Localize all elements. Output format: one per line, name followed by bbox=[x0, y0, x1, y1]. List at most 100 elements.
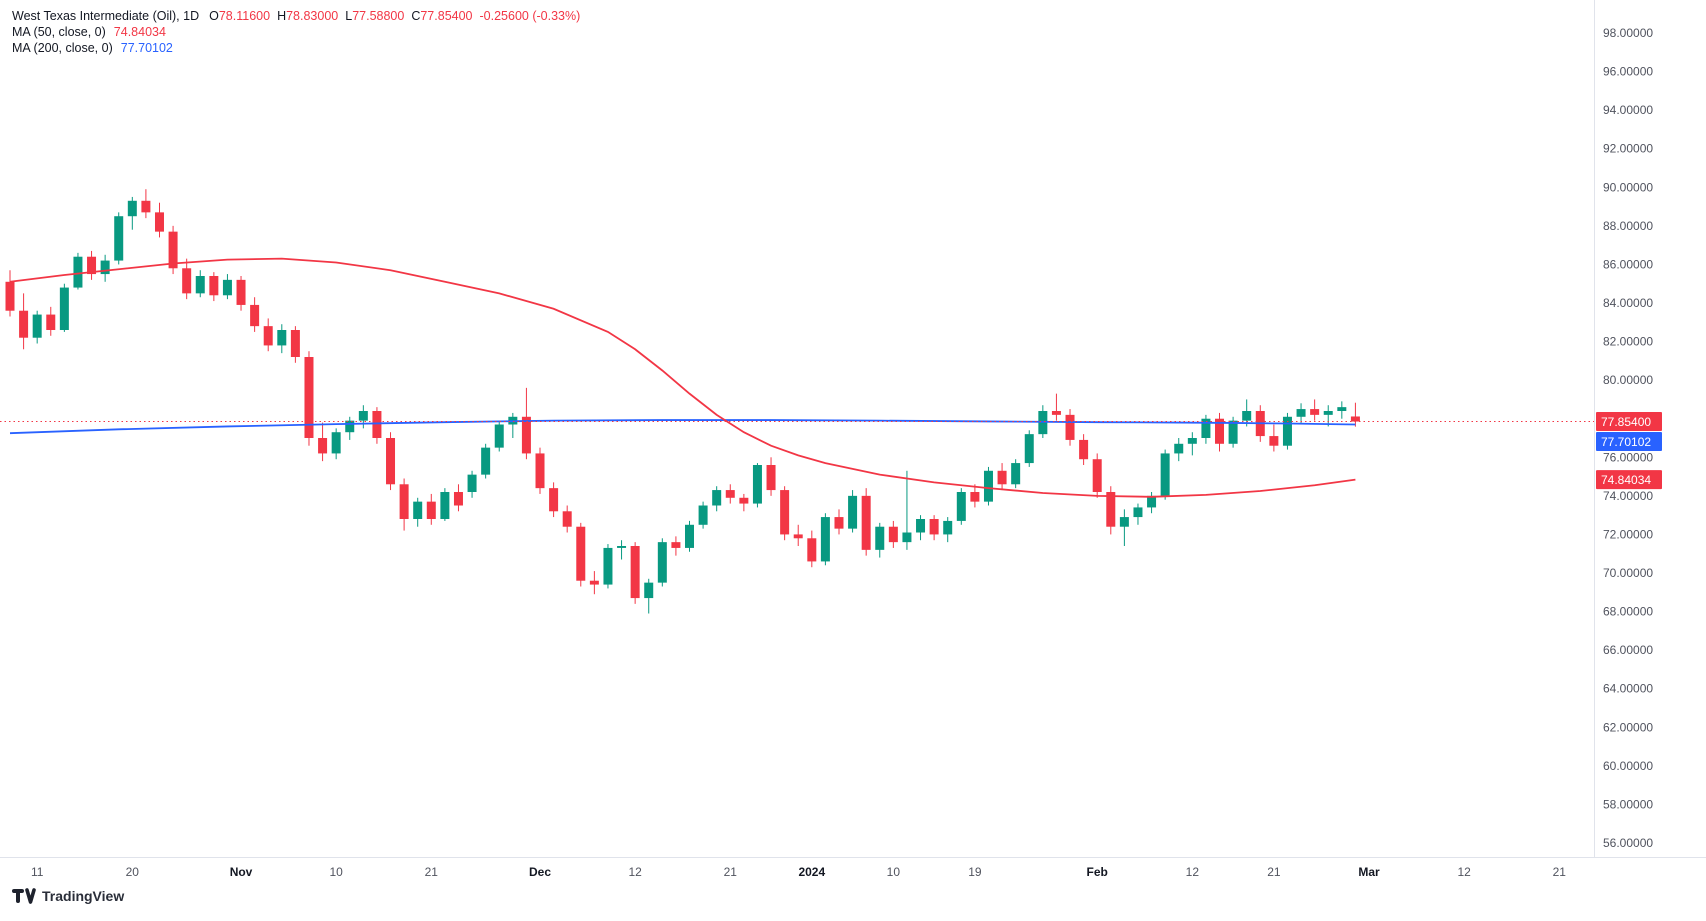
candle-body bbox=[1079, 439, 1089, 460]
candle-body bbox=[1201, 418, 1211, 438]
close-pair: C77.85400 bbox=[411, 9, 472, 24]
time-tick-label: 21 bbox=[1553, 865, 1567, 879]
candle-body bbox=[209, 276, 219, 296]
candle-body bbox=[195, 276, 205, 294]
symbol-legend-row[interactable]: West Texas Intermediate (Oil), 1D O78.11… bbox=[12, 9, 580, 24]
candle-body bbox=[712, 490, 722, 506]
ma50-label: MA (50, close, 0) bbox=[12, 25, 106, 39]
tradingview-logo[interactable]: TradingView bbox=[12, 888, 124, 904]
price-tick-label: 92.00000 bbox=[1603, 142, 1653, 156]
low-label: L bbox=[345, 9, 353, 23]
candle-body bbox=[73, 256, 83, 288]
candle-body bbox=[467, 474, 477, 492]
current-price-badge-text: 77.85400 bbox=[1601, 415, 1651, 429]
candle-body bbox=[834, 517, 844, 529]
candle-body bbox=[603, 547, 613, 585]
candle-body bbox=[481, 447, 491, 475]
price-axis[interactable]: 98.00000 96.00000 94.00000 92.00000 90.00000… bbox=[1603, 26, 1653, 850]
high-value: 78.83000 bbox=[286, 9, 339, 23]
candle-body bbox=[807, 538, 817, 562]
price-tick-label: 66.00000 bbox=[1603, 643, 1653, 657]
candle-body bbox=[1092, 459, 1102, 492]
candle-body bbox=[1350, 416, 1360, 422]
open-pair: O78.11600 bbox=[209, 9, 270, 24]
ma50-legend-row[interactable]: MA (50, close, 0) 74.84034 bbox=[12, 25, 580, 40]
candle-body bbox=[657, 542, 667, 583]
candle-body bbox=[698, 505, 708, 525]
ma200-price-badge-text: 77.70102 bbox=[1601, 435, 1651, 449]
candle-body bbox=[1187, 438, 1197, 444]
candle-body bbox=[1269, 436, 1279, 446]
candle-body bbox=[929, 519, 939, 535]
time-tick-label: 20 bbox=[126, 865, 140, 879]
candle-body bbox=[1024, 434, 1034, 464]
candle-body bbox=[780, 490, 790, 535]
price-tick-label: 64.00000 bbox=[1603, 682, 1653, 696]
candlestick-series bbox=[5, 189, 1360, 614]
candle-body bbox=[318, 438, 328, 454]
candle-body bbox=[263, 326, 273, 346]
candle-body bbox=[888, 526, 898, 543]
chart-legend: West Texas Intermediate (Oil), 1D O78.11… bbox=[12, 9, 580, 57]
candle-body bbox=[1228, 420, 1238, 444]
candle-body bbox=[453, 492, 463, 506]
candle-body bbox=[739, 497, 749, 504]
low-value: 77.58800 bbox=[352, 9, 405, 23]
ma200-legend-row[interactable]: MA (200, close, 0) 77.70102 bbox=[12, 41, 580, 56]
price-tick-label: 80.00000 bbox=[1603, 373, 1653, 387]
ma200-value: 77.70102 bbox=[120, 41, 173, 55]
candle-body bbox=[1310, 409, 1320, 415]
symbol-title[interactable]: West Texas Intermediate (Oil), 1D bbox=[12, 9, 200, 23]
candle-body bbox=[766, 465, 776, 491]
tradingview-logo-text: TradingView bbox=[42, 888, 125, 904]
price-tick-label: 74.00000 bbox=[1603, 489, 1653, 503]
candle-body bbox=[521, 416, 531, 454]
candle-body bbox=[1051, 411, 1061, 415]
close-value: 77.85400 bbox=[420, 9, 473, 23]
candle-body bbox=[127, 200, 137, 217]
candle-body bbox=[685, 524, 694, 548]
ma200-line bbox=[9, 419, 1356, 435]
time-axis[interactable]: 11 20 Nov 10 21 Dec 12 21 2024 10 19 Feb 12 21 Mar 12 21 bbox=[31, 865, 1566, 879]
candle-body bbox=[983, 470, 993, 502]
candle-body bbox=[1065, 414, 1075, 440]
candle-body bbox=[19, 310, 29, 338]
time-tick-label: 10 bbox=[887, 865, 901, 879]
price-tick-label: 96.00000 bbox=[1603, 65, 1653, 79]
ma50-value: 74.84034 bbox=[113, 25, 166, 39]
candle-body bbox=[1011, 463, 1021, 485]
candle-body bbox=[1133, 507, 1143, 518]
time-tick-label: Mar bbox=[1358, 865, 1380, 879]
candle-body bbox=[589, 580, 599, 585]
candle-body bbox=[358, 411, 368, 421]
candle-body bbox=[956, 492, 966, 521]
candle-body bbox=[1323, 411, 1333, 415]
candle-body bbox=[114, 216, 124, 261]
time-tick-label: 11 bbox=[31, 865, 44, 879]
candle-body bbox=[1215, 418, 1225, 444]
time-tick-label: Dec bbox=[529, 865, 551, 879]
change-value: -0.25600 (-0.33%) bbox=[479, 9, 581, 23]
candle-body bbox=[1296, 409, 1306, 417]
candle-body bbox=[87, 256, 97, 275]
candle-body bbox=[916, 519, 926, 533]
candle-body bbox=[617, 546, 627, 548]
candle-body bbox=[440, 492, 450, 519]
candle-body bbox=[331, 432, 341, 454]
candle-body bbox=[902, 532, 912, 543]
price-tick-label: 90.00000 bbox=[1603, 180, 1653, 194]
tradingview-logo-icon bbox=[12, 888, 36, 904]
candle-body bbox=[304, 357, 314, 438]
candle-body bbox=[59, 287, 69, 330]
price-tick-label: 94.00000 bbox=[1603, 103, 1653, 117]
ma50-price-badge-text: 74.84034 bbox=[1601, 473, 1651, 487]
candle-body bbox=[725, 490, 735, 498]
candle-body bbox=[100, 260, 110, 275]
current-price-badge: 77.85400 bbox=[1596, 412, 1662, 432]
high-pair: H78.83000 bbox=[277, 9, 338, 24]
candle-body bbox=[5, 281, 15, 311]
open-value: 78.11600 bbox=[218, 9, 271, 23]
price-tick-label: 76.00000 bbox=[1603, 450, 1653, 464]
